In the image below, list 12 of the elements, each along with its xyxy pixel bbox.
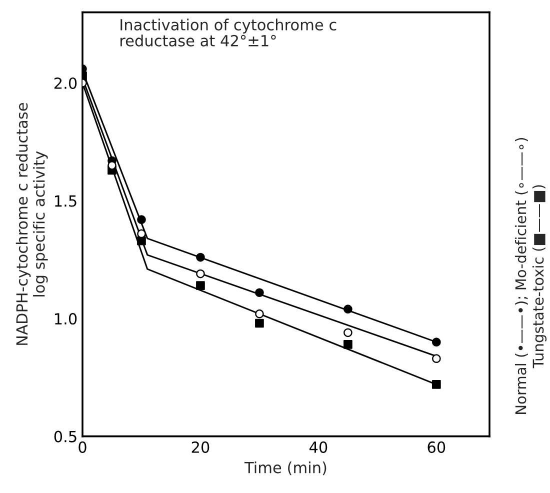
x-axis-title: Time (min) — [244, 462, 326, 476]
y-tick-label: 1.5 — [55, 195, 76, 207]
y-tick-label: 1.0 — [55, 313, 77, 325]
x-tick-label: 0 — [78, 441, 86, 453]
text: Inactivation of cytochrome c reductase at 42°±1° — [120, 18, 336, 46]
x-tick-label: 40 — [309, 441, 328, 453]
y-tick-label: 2.0 — [54, 77, 77, 90]
x-tick-label: 60 — [428, 441, 446, 453]
y-tick-label: 0.5 — [54, 430, 76, 442]
y-axis-title: NADPH-cytochrome c reductase log specific activity — [16, 103, 48, 345]
x-tick-label: 20 — [192, 441, 210, 453]
text: Normal (•——•); Mo-deficient (∘——∘) Tungstate-toxic (■——■) — [514, 138, 547, 414]
